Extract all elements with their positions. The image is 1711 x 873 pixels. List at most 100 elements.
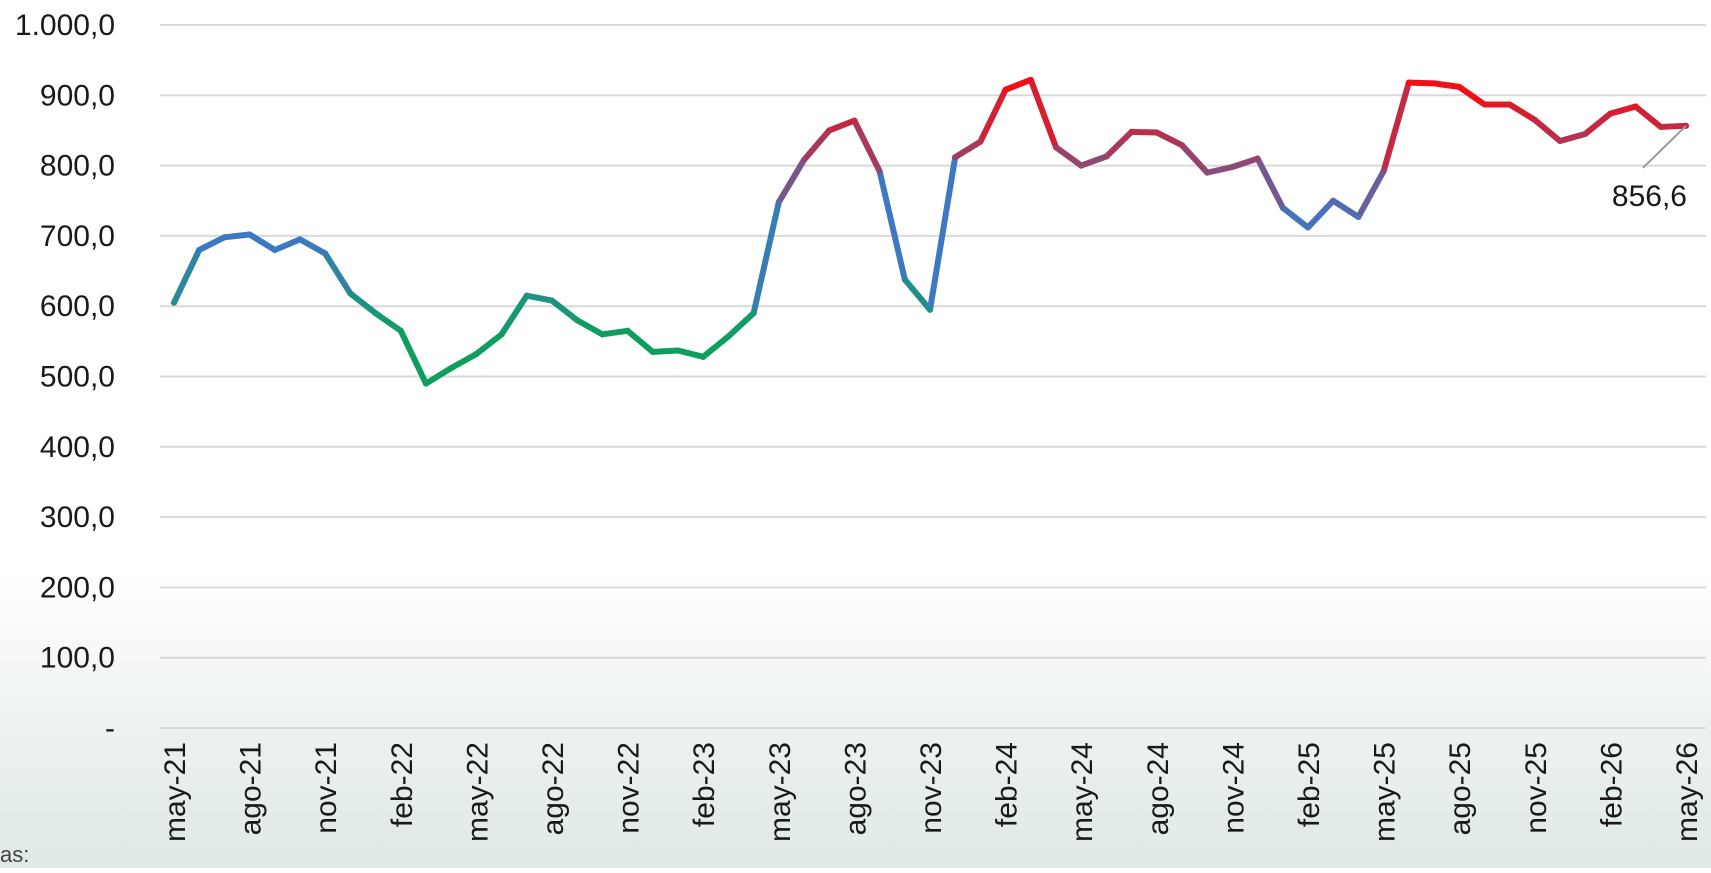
line-segment <box>1002 76 1034 93</box>
line-segment <box>246 231 278 253</box>
x-tick-label: nov-25 <box>1520 742 1553 834</box>
line-segment <box>901 276 933 313</box>
x-tick-label: ago-24 <box>1142 742 1175 835</box>
line-segment <box>700 333 732 360</box>
data-point <box>1431 80 1437 87</box>
y-tick-label: 400,0 <box>40 431 115 464</box>
line-segment <box>1380 79 1412 175</box>
line-segment <box>1179 142 1211 176</box>
x-tick-label: may-21 <box>159 742 192 842</box>
data-point <box>826 127 833 134</box>
line-segment <box>851 117 883 175</box>
x-tick-label: may-26 <box>1671 742 1704 842</box>
data-point <box>372 310 379 317</box>
data-point <box>1229 164 1236 171</box>
x-tick-label: feb-26 <box>1595 742 1628 827</box>
data-point <box>1657 123 1664 130</box>
data-point <box>1078 162 1085 169</box>
line-segment <box>574 317 606 338</box>
y-tick-label: 900,0 <box>40 79 115 112</box>
data-point <box>1279 204 1286 211</box>
line-segment <box>372 310 404 334</box>
line-segment <box>322 250 354 297</box>
line-segment <box>1330 197 1362 220</box>
data-point <box>952 154 959 161</box>
line-segment <box>1103 128 1135 160</box>
x-tick-label: nov-21 <box>310 742 343 834</box>
line-segment <box>1153 129 1185 149</box>
data-point <box>1179 142 1185 149</box>
data-point <box>297 236 303 243</box>
y-axis-ticks: - 100,0 200,0 300,0 400,0 500,0 600,0 700,0 800,… <box>15 9 115 745</box>
x-tick-label: ago-22 <box>537 742 570 835</box>
line-segment <box>347 290 379 317</box>
data-point <box>927 306 933 313</box>
line-segment <box>826 117 858 134</box>
line-segment <box>725 310 757 340</box>
line-segment <box>1607 103 1639 117</box>
line-segment <box>473 331 505 358</box>
x-tick-label: feb-23 <box>688 742 721 827</box>
x-tick-label: may-25 <box>1369 742 1402 842</box>
data-point <box>1153 129 1160 136</box>
data-point <box>624 327 631 334</box>
data-point <box>1355 213 1362 220</box>
data-point <box>448 365 455 372</box>
line-segment <box>1027 76 1059 151</box>
x-tick-label: feb-25 <box>1293 742 1326 827</box>
data-point <box>1128 128 1135 135</box>
line-segment <box>801 127 833 163</box>
data-label: 856,6 <box>1612 180 1687 213</box>
y-tick-label: 700,0 <box>40 220 115 253</box>
data-point <box>196 246 203 253</box>
line-segment <box>1254 155 1286 211</box>
data-point <box>1506 101 1513 108</box>
line-segment <box>1229 155 1261 171</box>
y-tick-label: 500,0 <box>40 361 115 394</box>
data-point <box>246 231 253 238</box>
data-point <box>1053 144 1059 151</box>
line-segment <box>523 292 555 304</box>
x-axis-ticks: may-21 ago-21 nov-21 feb-22 may-22 ago-22 nov-… <box>159 742 1704 842</box>
data-point <box>700 353 707 360</box>
x-tick-label: nov-22 <box>613 742 646 834</box>
line-segment <box>1431 80 1463 90</box>
line-segment <box>221 231 253 241</box>
data-labels: 856,6 <box>1612 125 1687 213</box>
data-point <box>599 331 606 338</box>
data-point <box>901 276 908 283</box>
data-point <box>549 297 555 304</box>
line-segment <box>1355 168 1387 220</box>
data-point <box>750 310 757 317</box>
x-tick-label: may-23 <box>764 742 797 842</box>
data-point <box>1103 153 1110 160</box>
line-segment <box>498 292 530 338</box>
x-tick-label: feb-22 <box>386 742 419 827</box>
line-segment <box>448 351 480 372</box>
y-tick-label: 800,0 <box>40 150 115 183</box>
line-segment <box>750 199 782 317</box>
data-point <box>1456 83 1463 90</box>
line-segment <box>196 234 228 253</box>
line-segment <box>397 327 429 387</box>
data-point <box>675 347 681 354</box>
line-segment <box>1305 197 1337 231</box>
x-tick-label: ago-25 <box>1444 742 1477 835</box>
line-segment <box>1279 204 1311 231</box>
line-segment <box>271 236 303 253</box>
data-point <box>1380 168 1387 175</box>
line-segment <box>1456 83 1488 108</box>
line-segment <box>1506 101 1538 123</box>
data-point <box>1632 103 1639 110</box>
y-tick-label: 300,0 <box>40 501 115 534</box>
x-tick-label: ago-23 <box>839 742 872 835</box>
line-segment <box>1128 128 1160 136</box>
line-segment <box>624 327 656 355</box>
data-point <box>1330 197 1337 204</box>
data-point <box>1607 110 1614 117</box>
gridlines <box>160 24 1706 729</box>
line-segment <box>171 246 203 306</box>
data-point <box>977 138 984 145</box>
line-segment <box>675 347 707 360</box>
